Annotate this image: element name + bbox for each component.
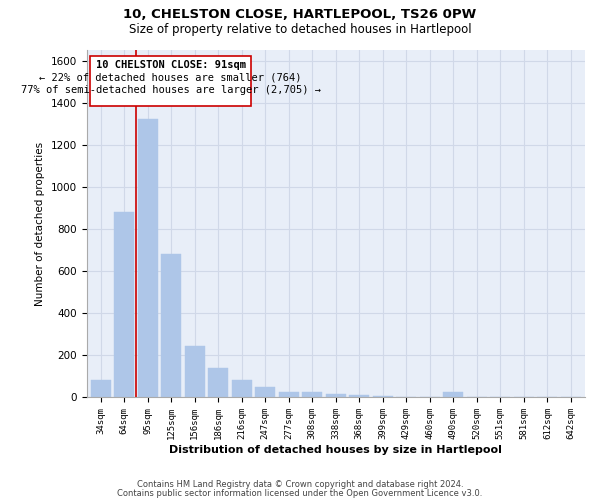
Bar	[349, 396, 369, 398]
Bar	[279, 392, 299, 398]
Bar	[138, 120, 158, 398]
Bar	[232, 380, 252, 398]
Text: Contains HM Land Registry data © Crown copyright and database right 2024.: Contains HM Land Registry data © Crown c…	[137, 480, 463, 489]
Text: 10 CHELSTON CLOSE: 91sqm: 10 CHELSTON CLOSE: 91sqm	[95, 60, 245, 70]
Text: Size of property relative to detached houses in Hartlepool: Size of property relative to detached ho…	[128, 22, 472, 36]
FancyBboxPatch shape	[90, 56, 251, 106]
Text: 10, CHELSTON CLOSE, HARTLEPOOL, TS26 0PW: 10, CHELSTON CLOSE, HARTLEPOOL, TS26 0PW	[124, 8, 476, 20]
Bar	[443, 392, 463, 398]
X-axis label: Distribution of detached houses by size in Hartlepool: Distribution of detached houses by size …	[169, 445, 502, 455]
Bar	[91, 380, 110, 398]
Bar	[255, 388, 275, 398]
Bar	[208, 368, 228, 398]
Text: 77% of semi-detached houses are larger (2,705) →: 77% of semi-detached houses are larger (…	[20, 84, 320, 94]
Text: Contains public sector information licensed under the Open Government Licence v3: Contains public sector information licen…	[118, 488, 482, 498]
Bar	[302, 392, 322, 398]
Y-axis label: Number of detached properties: Number of detached properties	[35, 142, 45, 306]
Bar	[185, 346, 205, 398]
Bar	[326, 394, 346, 398]
Bar	[373, 396, 393, 398]
Bar	[114, 212, 134, 398]
Text: ← 22% of detached houses are smaller (764): ← 22% of detached houses are smaller (76…	[40, 72, 302, 83]
Bar	[161, 254, 181, 398]
